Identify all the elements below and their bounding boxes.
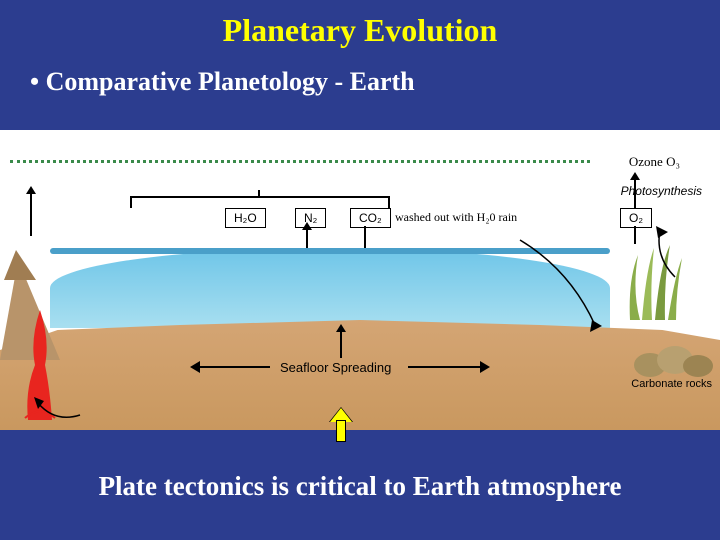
ozone-layer-line xyxy=(10,160,590,163)
magma-recirc-arrow-icon xyxy=(30,385,90,425)
page-title: Planetary Evolution xyxy=(0,0,720,49)
chem-box-h2o: H₂O xyxy=(225,208,266,228)
bracket-stem xyxy=(258,190,260,198)
arrow-tip-up-icon xyxy=(336,324,346,332)
volcano-peak xyxy=(4,250,36,280)
photosynthesis-label: Photosynthesis xyxy=(621,184,702,198)
arrow-head-right-icon xyxy=(480,361,490,373)
conclusion-text: Plate tectonics is critical to Earth atm… xyxy=(0,471,720,502)
seafloor-spreading-label: Seafloor Spreading xyxy=(280,360,391,375)
ocean-carbonate-arrow-icon xyxy=(510,230,620,340)
ozone-label: Ozone O₃ xyxy=(629,154,680,170)
arrow-tip-up-icon xyxy=(26,186,36,194)
spreading-arrow-right xyxy=(408,366,480,368)
volcano-gas-bracket xyxy=(130,196,390,208)
washed-out-label: washed out with H₂0 rain xyxy=(395,210,517,225)
earth-cycle-diagram: Ozone O₃ Photosynthesis H₂O N₂ CO₂ O₂ wa… xyxy=(0,130,720,430)
bullet-subtitle: • Comparative Planetology - Earth xyxy=(0,49,720,97)
emphasis-arrow-icon xyxy=(332,408,350,442)
carbonate-rocks-label: Carbonate rocks xyxy=(631,378,712,390)
plant-o2-arrow-icon xyxy=(640,222,690,282)
o2-up-arrow xyxy=(634,178,636,208)
arrow-head-left-icon xyxy=(190,361,200,373)
arrow-tip-up-icon xyxy=(630,172,640,180)
chem-box-co2: CO₂ xyxy=(350,208,391,228)
carbonate-rocks xyxy=(630,330,720,380)
arrow-tip-up-icon xyxy=(302,222,312,230)
spreading-arrow-left xyxy=(198,366,270,368)
ridge-upwelling-arrow xyxy=(340,330,342,358)
